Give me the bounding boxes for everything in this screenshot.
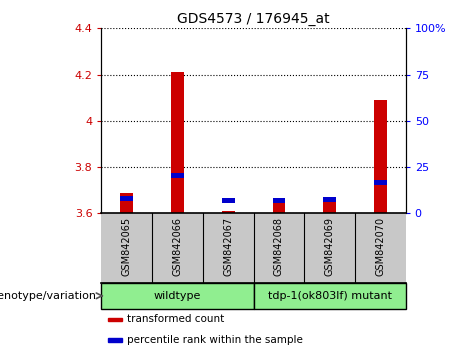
- Bar: [323, 197, 336, 202]
- Bar: [222, 211, 235, 213]
- Bar: [107, 318, 122, 321]
- Bar: [107, 338, 122, 342]
- Bar: [171, 173, 184, 178]
- Text: GSM842065: GSM842065: [122, 217, 132, 276]
- Bar: [374, 100, 387, 213]
- Bar: [120, 196, 133, 201]
- Text: genotype/variation: genotype/variation: [0, 291, 97, 301]
- Text: transformed count: transformed count: [127, 314, 224, 324]
- Title: GDS4573 / 176945_at: GDS4573 / 176945_at: [177, 12, 330, 26]
- Text: percentile rank within the sample: percentile rank within the sample: [127, 335, 302, 345]
- Text: wildtype: wildtype: [154, 291, 201, 301]
- Bar: [254, 283, 406, 309]
- Bar: [101, 283, 254, 309]
- Bar: [120, 193, 133, 213]
- Text: GSM842066: GSM842066: [172, 217, 183, 276]
- Text: GSM842067: GSM842067: [223, 217, 233, 276]
- Bar: [272, 202, 285, 213]
- Bar: [272, 198, 285, 203]
- Bar: [374, 179, 387, 185]
- Bar: [171, 72, 184, 213]
- Text: GSM842068: GSM842068: [274, 217, 284, 276]
- Bar: [323, 200, 336, 213]
- Text: GSM842070: GSM842070: [375, 217, 385, 276]
- Bar: [222, 198, 235, 203]
- Text: GSM842069: GSM842069: [325, 217, 335, 276]
- Text: tdp-1(ok803lf) mutant: tdp-1(ok803lf) mutant: [268, 291, 391, 301]
